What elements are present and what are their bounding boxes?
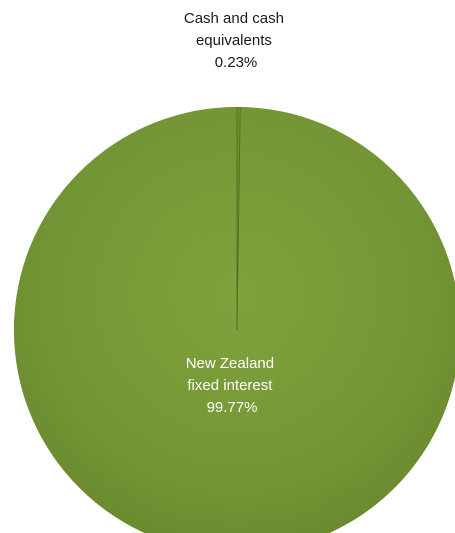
pie-slice-1 [14,107,455,533]
pie-labels: Cash and cash equivalents 0.23% New Zeal… [184,10,288,416]
slice-label-nz-fixed-interest: New Zealand fixed interest 99.77% [186,355,279,416]
slice-separator-1 [236,107,241,331]
slice-label-cash: Cash and cash equivalents 0.23% [184,10,288,71]
pie-slices [14,107,455,533]
